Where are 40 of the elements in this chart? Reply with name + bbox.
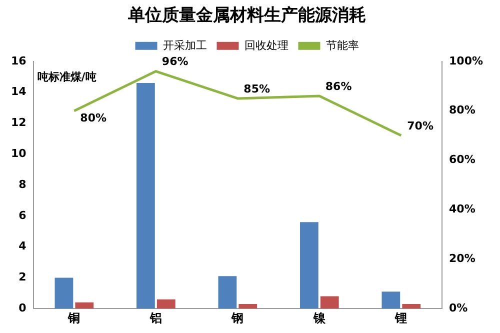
data-label: 96% [162, 55, 188, 68]
bar [238, 304, 258, 309]
y2-tick-label: 20% [449, 252, 476, 266]
y2-tick-label: 40% [449, 202, 476, 216]
data-label: 86% [325, 80, 352, 93]
y-tick-label: 4 [18, 240, 27, 253]
x-tick-label: 铜 [67, 310, 80, 325]
y2-tick-label: 80% [449, 104, 476, 117]
bar [218, 276, 237, 309]
y-axis-title: 吨标准煤/吨 [37, 70, 96, 84]
bar [156, 299, 176, 309]
data-label: 70% [407, 119, 434, 132]
y-tick-label: 2 [18, 270, 26, 284]
y-tick-label: 6 [18, 208, 27, 222]
x-tick-label: 钢 [230, 310, 244, 325]
y-tick-label: 12 [10, 116, 26, 130]
y-tick-label: 8 [18, 178, 26, 191]
data-label: 80% [80, 112, 107, 125]
x-tick-label: 锂 [394, 310, 408, 325]
y2-tick-label: 0% [449, 301, 468, 314]
legend-label: 开采加工 [162, 38, 207, 52]
y2-tick-label: 60% [449, 153, 476, 166]
bar [320, 296, 339, 309]
chart-title: 单位质量金属材料生产能源消耗 [127, 6, 366, 26]
bar [136, 83, 155, 309]
bar [402, 304, 421, 309]
y-tick-label: 14 [10, 85, 27, 98]
x-tick-label: 铝 [148, 310, 162, 325]
y-tick-label: 16 [10, 54, 27, 68]
x-tick-label: 镍 [312, 310, 326, 325]
bar [382, 292, 400, 309]
data-label: 85% [244, 82, 270, 96]
legend-label: 节能率 [326, 38, 359, 52]
legend-label: 回收处理 [244, 38, 288, 52]
y2-tick-label: 100% [449, 54, 483, 68]
y-tick-label: 10 [10, 146, 27, 160]
bar [75, 302, 94, 309]
y-tick-label: 0 [18, 301, 27, 314]
bar [300, 222, 318, 309]
bar [54, 278, 74, 309]
